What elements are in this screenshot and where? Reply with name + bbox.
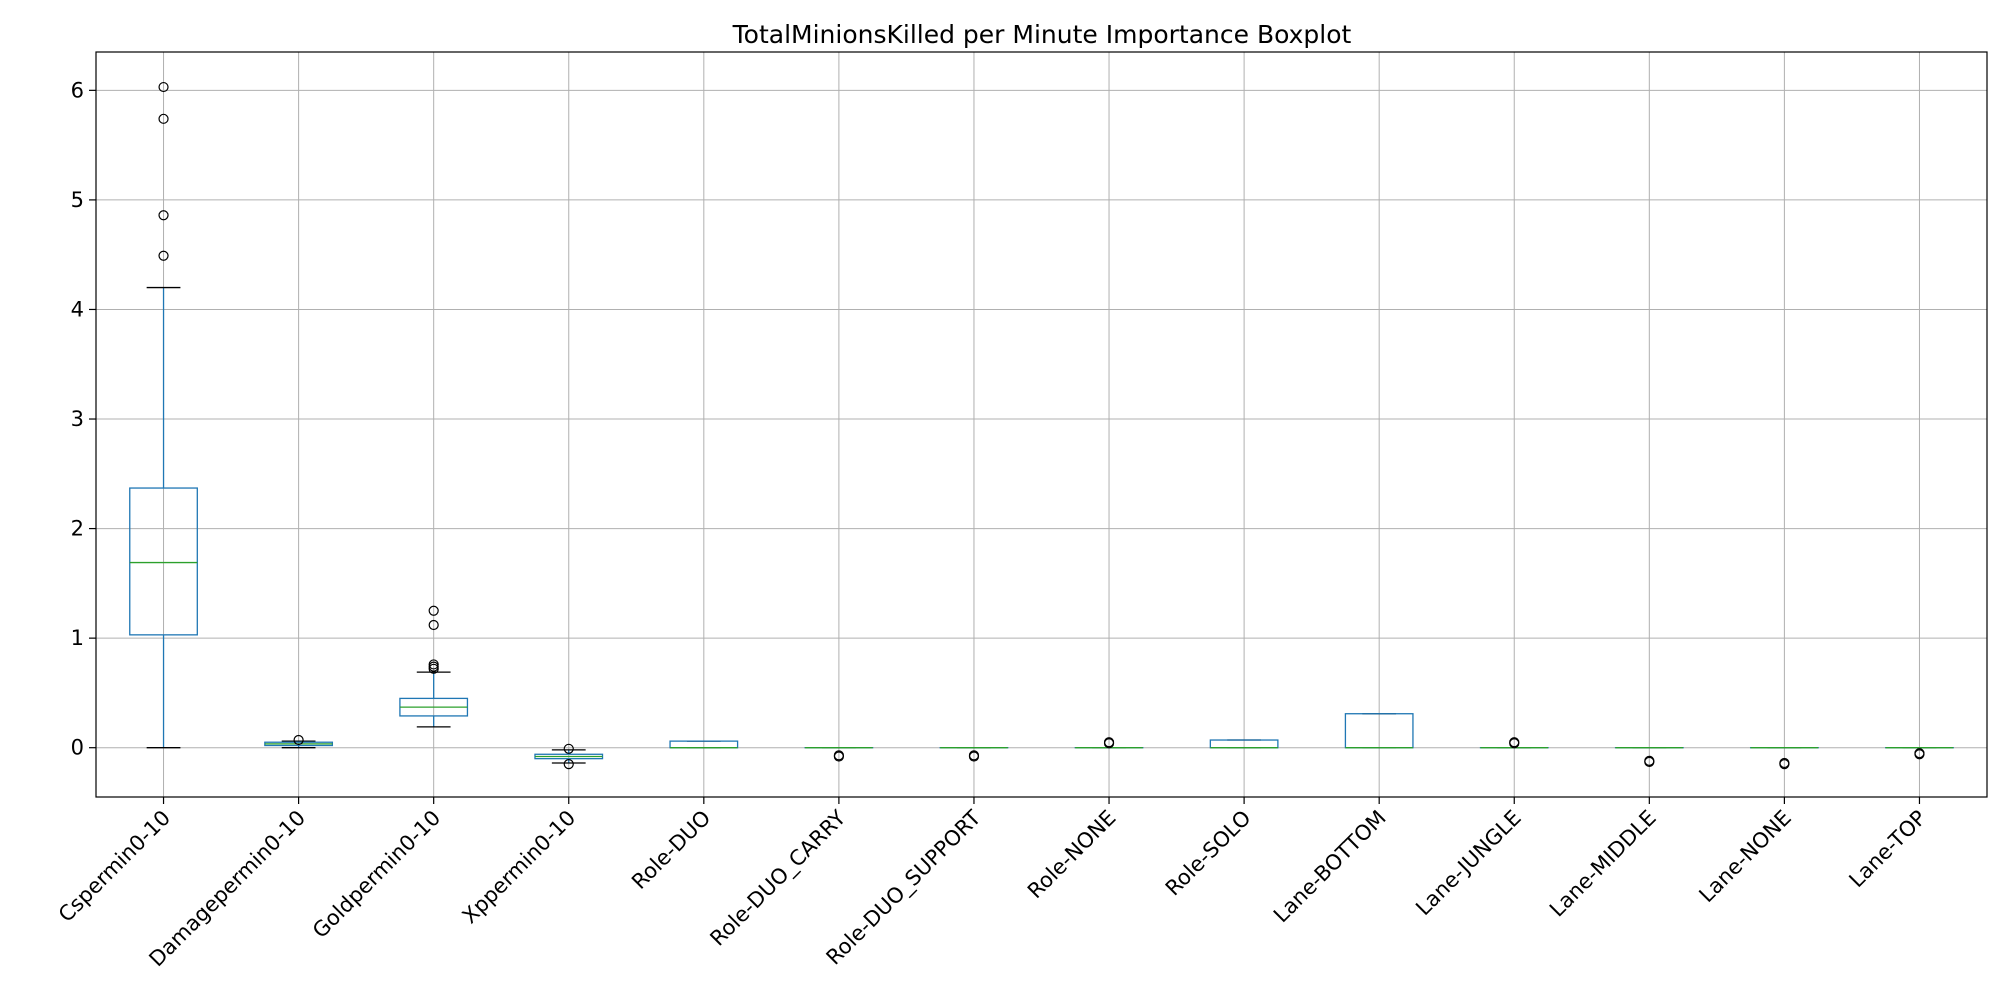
outlier-point (1779, 759, 1790, 770)
outlier-point (1914, 749, 1925, 760)
box-lane-top (1885, 747, 1954, 760)
box-role-duo-carry (804, 747, 874, 762)
outlier-point (158, 81, 169, 93)
outlier-point (158, 250, 169, 261)
outlier-point (158, 210, 169, 221)
outlier-point (1644, 756, 1655, 768)
x-tick-label: Lane-MIDDLE (1545, 806, 1661, 922)
box-role-duo (669, 740, 739, 749)
chart-title: TotalMinionsKilled per Minute Importance… (732, 20, 1352, 49)
outlier-point (428, 659, 439, 670)
box-lane-bottom (1344, 713, 1414, 749)
box-goldpermin0-10 (399, 605, 469, 728)
x-tick-label: Xppermin0-10 (458, 806, 581, 929)
y-axis-ticks: 0 1 2 3 4 5 6 (71, 78, 96, 760)
outlier-point (563, 743, 574, 754)
box-lane-none (1749, 747, 1819, 770)
outlier-point (428, 605, 439, 616)
x-tick-label: Cspermin0-10 (54, 806, 175, 927)
x-tick-label: Lane-JUNGLE (1411, 806, 1526, 921)
box-series (129, 81, 1954, 770)
x-tick-label: Role-SOLO (1161, 806, 1256, 901)
y-tick-label: 2 (71, 517, 84, 541)
x-tick-label: Lane-TOP (1844, 806, 1931, 893)
plot-frame (95, 51, 1988, 798)
y-tick-label: 6 (71, 78, 84, 102)
x-tick-label: Role-DUO_CARRY (705, 805, 851, 951)
box-cspermin0-10 (129, 81, 198, 749)
x-tick-label: Role-DUO (627, 806, 715, 894)
outlier-point (1509, 737, 1520, 748)
box-lane-jungle (1479, 737, 1549, 749)
x-tick-label: Goldpermin0-10 (308, 806, 445, 943)
box-role-duo-support (939, 747, 1009, 762)
x-tick-label: Role-DUO_SUPPORT (822, 805, 987, 970)
outlier-point (1103, 737, 1115, 748)
box-role-none (1074, 737, 1144, 749)
outlier-point (158, 113, 169, 124)
y-tick-label: 3 (71, 407, 84, 431)
y-tick-label: 0 (71, 736, 84, 760)
y-tick-label: 1 (71, 626, 84, 650)
x-tick-label: Damagepermin0-10 (144, 806, 310, 972)
x-tick-label: Lane-BOTTOM (1269, 806, 1391, 928)
box-damagepermin0-10 (264, 734, 334, 749)
outlier-point (428, 619, 439, 631)
box-role-solo (1209, 739, 1279, 749)
outlier-point (293, 734, 304, 746)
outlier-point (563, 759, 574, 770)
grid-lines (96, 52, 1987, 797)
x-tick-label: Lane-NONE (1694, 806, 1796, 908)
outlier-point (833, 751, 844, 762)
outlier-point (968, 751, 980, 762)
x-axis-ticks: Cspermin0-10Damagepermin0-10Goldpermin0-… (54, 797, 1931, 971)
y-tick-label: 5 (71, 188, 84, 212)
x-tick-label: Role-NONE (1023, 806, 1121, 904)
y-tick-label: 4 (71, 297, 84, 321)
box-iqr (129, 487, 198, 636)
box-lane-middle (1614, 747, 1684, 768)
box-xppermin0-10 (534, 743, 604, 770)
